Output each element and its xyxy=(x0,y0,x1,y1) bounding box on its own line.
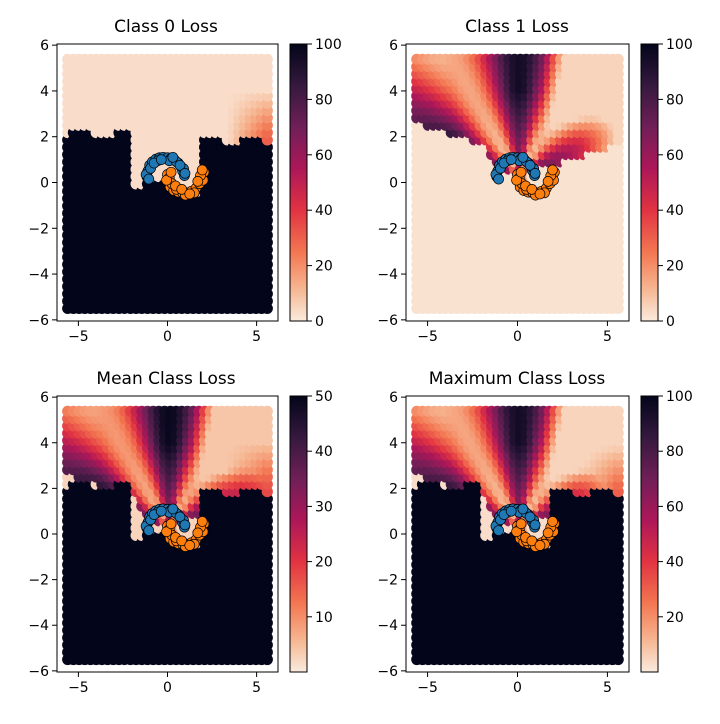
colorbar-tick-label: 100 xyxy=(315,37,342,53)
colorbar-tick-label: 20 xyxy=(315,259,333,275)
class0-point xyxy=(180,520,190,530)
class1-point xyxy=(197,516,207,526)
x-tick-label: 5 xyxy=(603,329,612,345)
class1-point xyxy=(543,176,553,186)
y-tick-label: −4 xyxy=(28,618,49,634)
y-tick-label: 2 xyxy=(40,130,49,146)
colorbar xyxy=(290,396,307,672)
colorbar-tick-label: 10 xyxy=(315,610,333,626)
colorbar-tick-label: 20 xyxy=(315,555,333,571)
x-tick-label: 0 xyxy=(163,680,172,696)
x-tick-label: 0 xyxy=(513,329,522,345)
x-tick-label: −5 xyxy=(68,680,89,696)
colorbar-tick-label: 0 xyxy=(315,314,324,330)
class1-point xyxy=(516,167,526,177)
class1-point xyxy=(185,540,195,550)
y-tick-label: 6 xyxy=(389,38,398,54)
panel-mean: −5 0 5 −6 −4 −2 0 2 4 6 10 20 30 40 50 xyxy=(28,389,332,696)
y-tick-label: −2 xyxy=(377,221,398,237)
chart-title-max: Maximum Class Loss xyxy=(429,369,606,389)
colorbar-tick-label: 60 xyxy=(666,148,684,164)
y-tick-label: −6 xyxy=(28,313,49,329)
colorbar-tick-label: 40 xyxy=(315,203,333,219)
grid-point xyxy=(613,54,624,65)
class0-point xyxy=(156,506,166,516)
y-tick-label: 4 xyxy=(40,84,49,100)
y-tick-label: 6 xyxy=(40,390,49,406)
x-tick-label: 0 xyxy=(163,329,172,345)
colorbar-tick-label: 40 xyxy=(315,444,333,460)
y-tick-label: −2 xyxy=(28,221,49,237)
colorbar-tick-label: 0 xyxy=(666,314,675,330)
chart-title-class1: Class 1 Loss xyxy=(465,17,569,37)
y-tick-label: 2 xyxy=(389,130,398,146)
colorbar-tick-label: 60 xyxy=(315,148,333,164)
y-tick-label: −4 xyxy=(377,267,398,283)
y-tick-label: 4 xyxy=(389,84,398,100)
class1-point xyxy=(185,189,195,199)
class0-point xyxy=(168,504,178,514)
grid-point xyxy=(262,406,273,417)
colorbar-tick-label: 30 xyxy=(315,499,333,515)
class1-point xyxy=(193,176,203,186)
y-tick-label: −2 xyxy=(28,573,49,589)
x-tick-label: −5 xyxy=(417,329,438,345)
colorbar-tick-label: 100 xyxy=(666,37,693,53)
y-tick-label: 0 xyxy=(40,527,49,543)
grid-point xyxy=(262,54,273,65)
colorbar xyxy=(290,44,307,321)
y-tick-label: −4 xyxy=(28,267,49,283)
class0-point xyxy=(144,174,154,184)
class0-point xyxy=(144,526,154,536)
y-tick-label: 6 xyxy=(40,38,49,54)
chart-title-class0: Class 0 Loss xyxy=(114,17,218,37)
class0-point xyxy=(506,155,516,165)
colorbar-tick-label: 20 xyxy=(666,259,684,275)
y-tick-label: 0 xyxy=(389,176,398,192)
class1-point xyxy=(166,519,176,529)
class0-point xyxy=(180,168,190,178)
class1-point xyxy=(193,528,203,538)
y-tick-label: 2 xyxy=(40,481,49,497)
class1-point xyxy=(197,165,207,175)
chart-title-mean: Mean Class Loss xyxy=(96,369,235,389)
x-tick-label: 5 xyxy=(252,680,261,696)
class1-point xyxy=(166,167,176,177)
x-tick-label: 5 xyxy=(252,329,261,345)
colorbar xyxy=(641,44,658,321)
class0-point xyxy=(156,155,166,165)
y-tick-label: −6 xyxy=(28,664,49,680)
colorbar-tick-label: 80 xyxy=(666,92,684,108)
colorbar-tick-label: 40 xyxy=(666,203,684,219)
y-tick-label: 4 xyxy=(40,436,49,452)
class0-point xyxy=(530,168,540,178)
class1-point xyxy=(535,189,545,199)
class0-point xyxy=(518,152,528,162)
colorbar-tick-label: 80 xyxy=(315,92,333,108)
class0-point xyxy=(494,174,504,184)
class1-point xyxy=(548,165,558,175)
x-tick-label: −5 xyxy=(68,329,89,345)
class0-point xyxy=(168,152,178,162)
colorbar-tick-label: 50 xyxy=(315,389,333,405)
y-tick-label: 0 xyxy=(40,176,49,192)
y-tick-label: −6 xyxy=(377,313,398,329)
